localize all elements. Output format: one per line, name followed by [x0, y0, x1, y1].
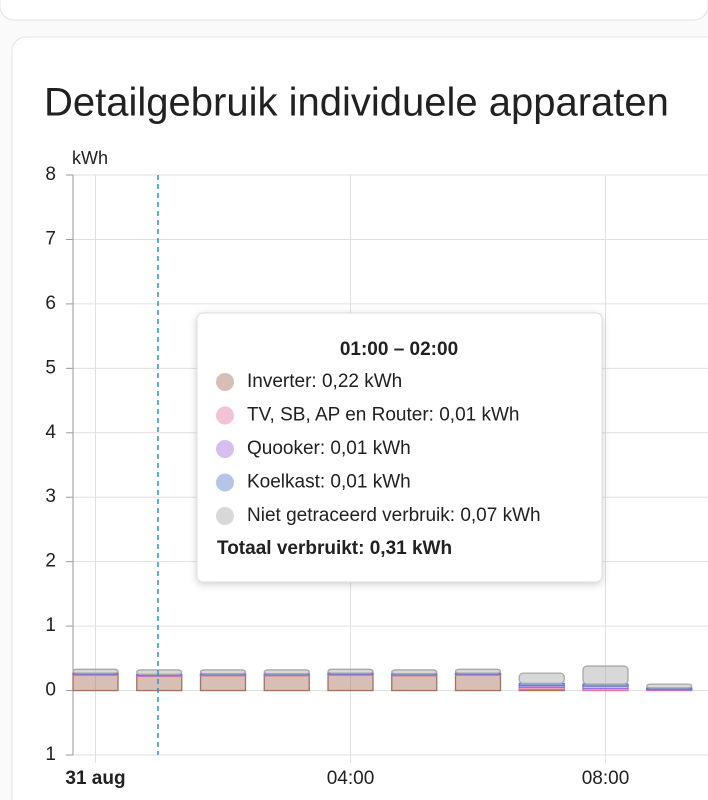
tooltip-item: Quooker: 0,01 kWh: [247, 438, 411, 459]
card-top: [0, 0, 708, 21]
bar-segment: [391, 669, 438, 675]
y-tick-label: 2: [45, 551, 56, 572]
tooltip-marker: [216, 507, 234, 525]
tooltip-item: Niet getraceerd verbruik: 0,07 kWh: [247, 505, 541, 526]
bar-segment: [518, 672, 565, 685]
y-tick-label: 7: [45, 228, 56, 249]
x-tick-label: 08:00: [582, 768, 630, 789]
y-tick-label: 1: [45, 615, 56, 636]
bar-segment: [646, 683, 693, 689]
tooltip-marker: [216, 440, 234, 458]
tooltip: 01:00 – 02:00 Totaal verbruikt: 0,31 kWh…: [196, 312, 603, 583]
bar-segment: [263, 675, 310, 692]
y-tick-label: 0: [45, 680, 56, 701]
bar-segment: [136, 669, 183, 676]
y-tick-label: 5: [45, 357, 56, 378]
bar-segment: [327, 674, 374, 692]
x-tick-label: 31 aug: [65, 768, 125, 789]
bar-segment: [72, 668, 119, 674]
bar-segment: [72, 674, 119, 692]
bar-segment: [391, 675, 438, 692]
y-tick-label: 4: [45, 422, 56, 443]
bar-segment: [454, 674, 502, 692]
tooltip-total: Totaal verbruikt: 0,31 kWh: [217, 538, 452, 559]
y-tick-label: 3: [45, 486, 56, 507]
tooltip-marker: [216, 373, 234, 391]
bar-segment: [582, 665, 629, 685]
tooltip-marker: [216, 406, 234, 425]
bar-segment: [263, 669, 310, 675]
tooltip-item: Koelkast: 0,01 kWh: [247, 472, 411, 493]
bar-segment: [454, 668, 502, 674]
tooltip-item: TV, SB, AP en Router: 0,01 kWh: [247, 405, 520, 426]
x-tick-label: 04:00: [327, 768, 375, 789]
bar-segment: [199, 669, 247, 675]
bar-segment: [327, 668, 374, 674]
tooltip-title: 01:00 – 02:00: [340, 339, 458, 360]
y-axis-label: kWh: [72, 148, 108, 168]
bar-segment: [199, 675, 247, 692]
y-tick-label: 8: [45, 164, 56, 185]
tooltip-marker: [216, 473, 234, 492]
bar-segment: [136, 675, 183, 692]
y-tick-label: 1: [45, 744, 56, 765]
tooltip-box: [196, 312, 603, 583]
chart-title: Detailgebruik individuele apparaten: [44, 81, 669, 125]
tooltip-item: Inverter: 0,22 kWh: [247, 371, 402, 392]
y-tick-label: 6: [45, 293, 56, 314]
